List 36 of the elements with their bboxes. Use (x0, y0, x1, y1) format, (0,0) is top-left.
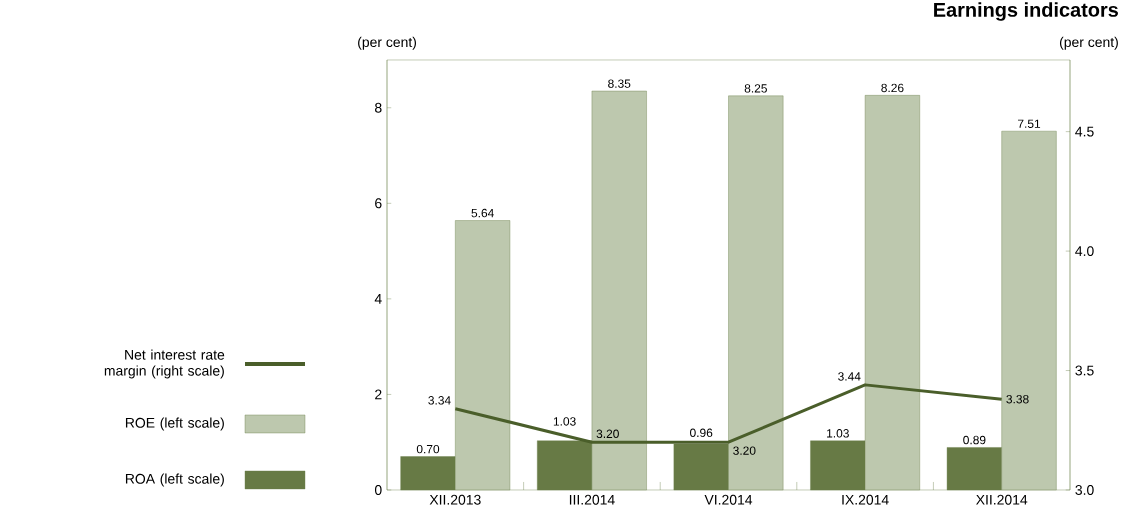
data-label: 3.20 (596, 429, 619, 438)
legend-label: ROA (left scale) (125, 473, 224, 487)
data-label: 8.26 (881, 83, 904, 93)
y-tick-label: 2 (375, 389, 382, 400)
x-tick-label: IX.2014 (842, 494, 889, 505)
y-tick-label: 0 (374, 485, 382, 495)
data-label: 3.20 (733, 446, 756, 455)
x-tick-label: III.2014 (569, 494, 615, 505)
data-label: 3.34 (428, 396, 451, 405)
data-label: 3.44 (838, 372, 861, 381)
y-tick-label: 8 (375, 102, 382, 113)
data-label: 7.51 (1018, 119, 1041, 128)
x-tick-label: XII.2014 (976, 494, 1028, 505)
y2-tick-label: 4.5 (1075, 126, 1094, 137)
data-label: 3.38 (1006, 394, 1029, 404)
y2-tick-label: 3.5 (1075, 365, 1094, 376)
y2-tick-label: 3.0 (1075, 485, 1094, 495)
y2-tick-label: 4.0 (1075, 246, 1094, 257)
data-label: 0.70 (416, 444, 440, 454)
x-tick-label: VI.2014 (704, 494, 753, 505)
data-label: 1.03 (827, 429, 849, 438)
x-tick-label: XII.2013 (429, 494, 481, 505)
y-axis-title: (per cent) (358, 36, 417, 50)
data-label: 0.96 (690, 428, 713, 437)
data-label: 8.35 (608, 79, 631, 88)
chart-title: Earnings indicators (934, 2, 1118, 21)
legend-label: ROE (left scale) (125, 417, 224, 431)
data-label: 1.03 (553, 417, 576, 426)
data-label: 5.64 (471, 208, 494, 218)
line-series (453, 383, 1004, 444)
y-tick-label: 4 (374, 294, 382, 304)
data-label: 8.25 (744, 84, 767, 93)
legend-label: Net interest rate margin (right scale) (104, 349, 225, 379)
y2-axis-title: (per cent) (1059, 36, 1118, 50)
y-tick-label: 6 (375, 198, 382, 209)
data-label: 0.89 (963, 435, 986, 445)
